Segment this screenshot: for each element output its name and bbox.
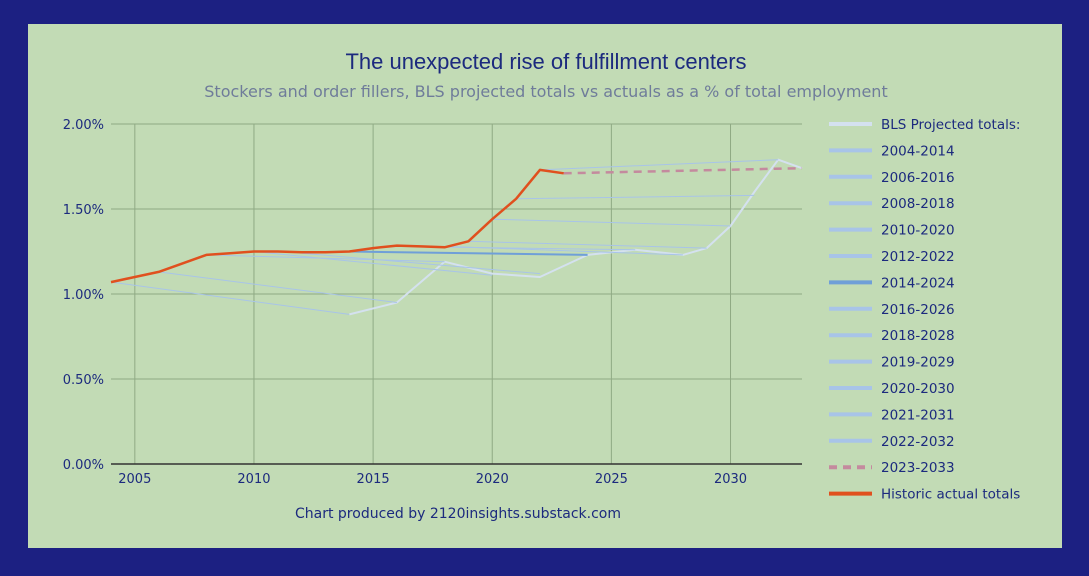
x-tick-label: 2005 — [118, 472, 151, 487]
legend: BLS Projected totals: 2004-2014 2006-2016 2… — [829, 117, 1020, 503]
y-tick-label: 1.50% — [63, 203, 104, 218]
series-line-2006-2016 — [158, 271, 397, 303]
series-line-2023-2033 — [563, 166, 803, 175]
legend-label: 2020-2030 — [881, 381, 955, 397]
chart-panel — [28, 24, 1062, 548]
x-tick-label: 2025 — [595, 472, 628, 487]
series-line-2010-2020 — [253, 251, 493, 276]
legend-label: 2018-2028 — [881, 328, 955, 344]
y-tick-label: 0.50% — [63, 373, 104, 388]
legend-label: BLS Projected totals: — [881, 117, 1020, 133]
series-lines — [110, 158, 803, 316]
chart-credit: Chart produced by 2120insights.substack.… — [295, 506, 621, 522]
series-line-2012-2022 — [301, 252, 540, 275]
series-line-2021-2031 — [516, 194, 755, 200]
series-line-2019-2029 — [468, 240, 707, 249]
series-line-2004-2014 — [110, 281, 350, 315]
legend-label: 2019-2029 — [881, 355, 955, 371]
grid-lines — [111, 123, 802, 464]
legend-label: 2006-2016 — [881, 170, 955, 186]
x-tick-label: 2020 — [476, 472, 509, 487]
y-tick-label: 0.00% — [63, 458, 104, 473]
legend-label: 2022-2032 — [881, 434, 955, 450]
series-line-2014-2024 — [349, 250, 588, 256]
legend-label: 2010-2020 — [881, 223, 955, 239]
chart-subtitle: Stockers and order fillers, BLS projecte… — [204, 82, 888, 101]
legend-label: 2014-2024 — [881, 275, 955, 291]
series-line-2018-2028 — [444, 245, 683, 256]
y-tick-label: 1.00% — [63, 288, 104, 303]
legend-label: 2008-2018 — [881, 196, 955, 212]
chart-title: The unexpected rise of fulfillment cente… — [345, 49, 747, 74]
series-line-2020-2030 — [492, 218, 731, 227]
series-line-2022-2032 — [539, 159, 779, 171]
series-line-historic-actual-totals — [110, 168, 564, 284]
legend-label: 2021-2031 — [881, 407, 955, 423]
x-tick-label: 2015 — [357, 472, 390, 487]
x-tick-label: 2010 — [237, 472, 270, 487]
legend-label: Historic actual totals — [881, 487, 1020, 503]
axes: 0.00% 0.50% 1.00% 1.50% 2.00% 2005 2010 2015 202… — [63, 118, 802, 487]
series-line-bls-projected-totals — [349, 158, 803, 316]
x-tick-label: 2030 — [714, 472, 747, 487]
legend-label: 2012-2022 — [881, 249, 955, 265]
legend-label: 2023-2033 — [881, 460, 955, 476]
legend-label: 2016-2026 — [881, 302, 955, 318]
legend-label: 2004-2014 — [881, 143, 955, 159]
y-tick-label: 2.00% — [63, 118, 104, 133]
